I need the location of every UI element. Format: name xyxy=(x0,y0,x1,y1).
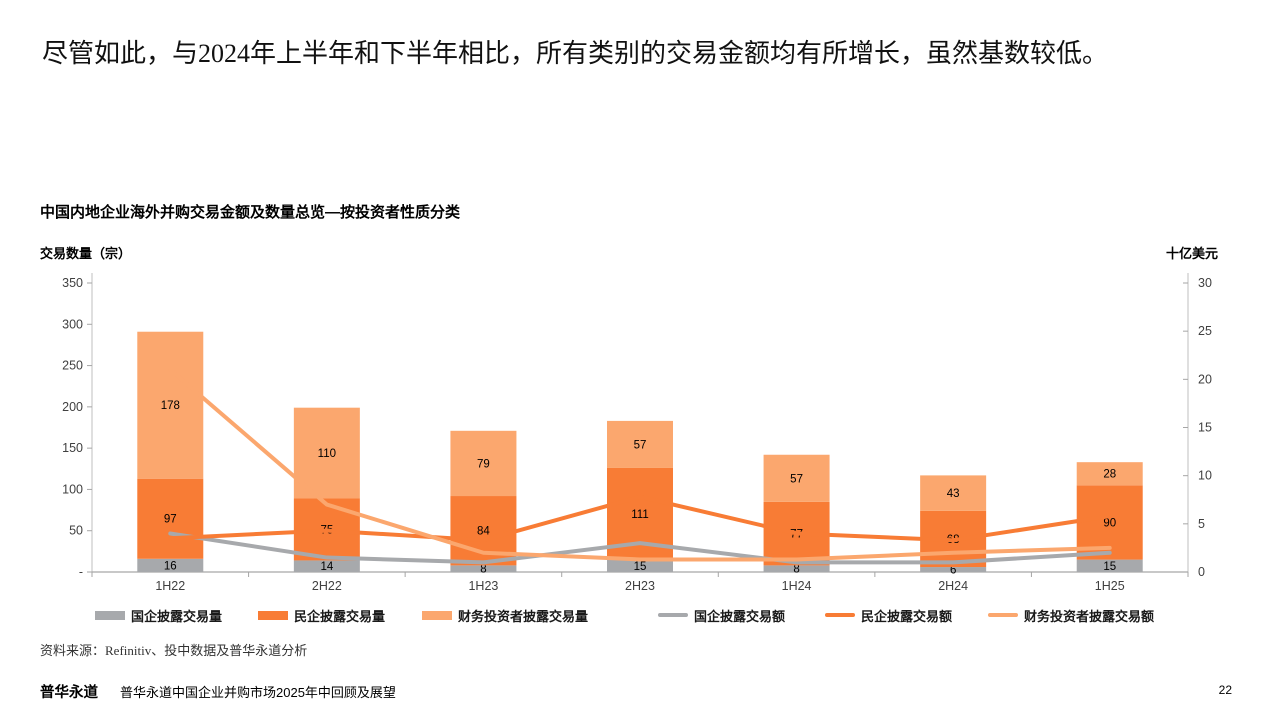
y-axis-left-tick-label: 50 xyxy=(69,524,83,538)
y-axis-right-tick-label: 25 xyxy=(1198,324,1212,338)
bar-segment xyxy=(920,475,987,511)
y-axis-right-tick-label: 5 xyxy=(1198,517,1205,531)
bar-segment xyxy=(137,558,204,572)
x-axis-category-label: 2H23 xyxy=(625,579,655,593)
legend-item: 民企披露交易额 xyxy=(825,604,952,626)
bar-segment xyxy=(137,478,204,559)
source-note: 资料来源：Refinitiv、投中数据及普华永道分析 xyxy=(40,643,308,658)
bar-value-label: 111 xyxy=(631,509,648,521)
legend-label: 国企披露交易量 xyxy=(131,608,223,624)
bar-value-label: 79 xyxy=(477,458,490,470)
legend-item: 国企披露交易量 xyxy=(95,604,222,626)
bar-value-label: 8 xyxy=(793,564,799,576)
x-axis-category-label: 2H22 xyxy=(312,579,342,593)
legend-item: 财务投资者披露交易量 xyxy=(422,604,588,626)
y-axis-right-tick-label: 15 xyxy=(1198,421,1212,435)
legend-bar-swatch xyxy=(422,610,452,620)
bar-segment xyxy=(763,454,830,502)
y-axis-right-tick-label: 10 xyxy=(1198,469,1212,483)
bar-value-label: 97 xyxy=(164,514,177,526)
bar-value-label: 6 xyxy=(950,565,956,577)
bar-segment xyxy=(1076,559,1143,572)
legend-label: 财务投资者披露交易额 xyxy=(1024,608,1155,624)
x-axis-category-label: 1H25 xyxy=(1095,579,1125,593)
bar-value-label: 14 xyxy=(320,561,333,573)
bar-value-label: 43 xyxy=(947,488,960,500)
pwc-brand-logo: 普华永道 xyxy=(40,685,98,701)
legend-item: 财务投资者披露交易额 xyxy=(988,604,1154,626)
bar-value-label: 178 xyxy=(161,400,180,412)
slide-heading: 尽管如此，与2024年上半年和下半年相比，所有类别的交易金额均有所增长，虽然基数… xyxy=(42,39,1109,68)
y-axis-right-tick-label: 20 xyxy=(1198,372,1212,386)
bar-value-label: 90 xyxy=(1103,517,1116,529)
bar-value-label: 8 xyxy=(480,564,486,576)
y-axis-left-tick-label: 100 xyxy=(62,482,83,496)
bar-value-label: 57 xyxy=(634,439,647,451)
legend-item: 国企披露交易额 xyxy=(658,604,785,626)
x-axis-category-label: 1H24 xyxy=(782,579,812,593)
bar-value-label: 15 xyxy=(1103,561,1116,573)
y-axis-left-tick-label: 300 xyxy=(62,317,83,331)
y-axis-left-tick-label: 250 xyxy=(62,359,83,373)
bar-segment xyxy=(607,420,673,468)
bar-segment xyxy=(607,559,673,572)
x-axis-category-label: 1H23 xyxy=(468,579,498,593)
value-line xyxy=(168,531,1112,565)
legend-label: 民企披露交易量 xyxy=(294,608,386,624)
combo-chart: 35030025020015010050-3025201510501697178… xyxy=(62,273,1212,593)
legend-line-swatch xyxy=(658,613,688,617)
bar-segment xyxy=(920,567,987,572)
report-title: 普华永道中国企业并购市场2025年中回顾及展望 xyxy=(120,685,396,700)
x-axis-category-label: 2H24 xyxy=(938,579,968,593)
legend-bar-swatch xyxy=(258,610,288,620)
y-axis-right-tick-label: 30 xyxy=(1198,276,1212,290)
legend-line-swatch xyxy=(825,613,855,617)
bar-value-label: 16 xyxy=(164,560,177,572)
legend-label: 民企披露交易额 xyxy=(861,608,953,624)
bar-segment xyxy=(293,560,360,572)
legend-item: 民企披露交易量 xyxy=(258,604,385,626)
bar-value-label: 28 xyxy=(1103,469,1116,481)
legend-label: 国企披露交易额 xyxy=(694,608,786,624)
chart-title: 中国内地企业海外并购交易金额及数量总览—按投资者性质分类 xyxy=(40,204,461,221)
y-axis-left-tick-label: 150 xyxy=(62,441,83,455)
y-axis-left-tick-label: - xyxy=(79,565,83,579)
y-axis-right-tick-label: 0 xyxy=(1198,565,1205,579)
bar-segment xyxy=(450,565,517,572)
bar-segment xyxy=(450,430,517,497)
chart-legend: 国企披露交易量 民企披露交易量 财务投资者披露交易量 国企披露交易额 民企披露交易额 财务… xyxy=(0,604,1280,626)
left-axis-unit-label: 交易数量（宗） xyxy=(40,246,132,261)
x-axis-category-label: 1H22 xyxy=(155,579,185,593)
value-line xyxy=(168,367,1112,562)
bar-segment xyxy=(1076,462,1143,486)
value-line xyxy=(168,494,1112,543)
y-axis-left-tick-label: 350 xyxy=(62,276,83,290)
bar-value-label: 57 xyxy=(790,473,803,485)
y-axis-left-tick-label: 200 xyxy=(62,400,83,414)
legend-bar-swatch xyxy=(95,610,125,620)
bar-value-label: 84 xyxy=(477,526,490,538)
bar-value-label: 110 xyxy=(318,448,336,460)
bar-value-label: 15 xyxy=(634,561,647,573)
legend-line-swatch xyxy=(988,613,1018,617)
footer-bar: 普华永道 普华永道中国企业并购市场2025年中回顾及展望 xyxy=(40,681,396,702)
bar-segment xyxy=(763,565,830,572)
page-number: 22 xyxy=(1218,683,1232,697)
bar-segment xyxy=(137,331,204,479)
right-axis-unit-label: 十亿美元 xyxy=(1165,246,1218,261)
legend-label: 财务投资者披露交易量 xyxy=(458,608,589,624)
